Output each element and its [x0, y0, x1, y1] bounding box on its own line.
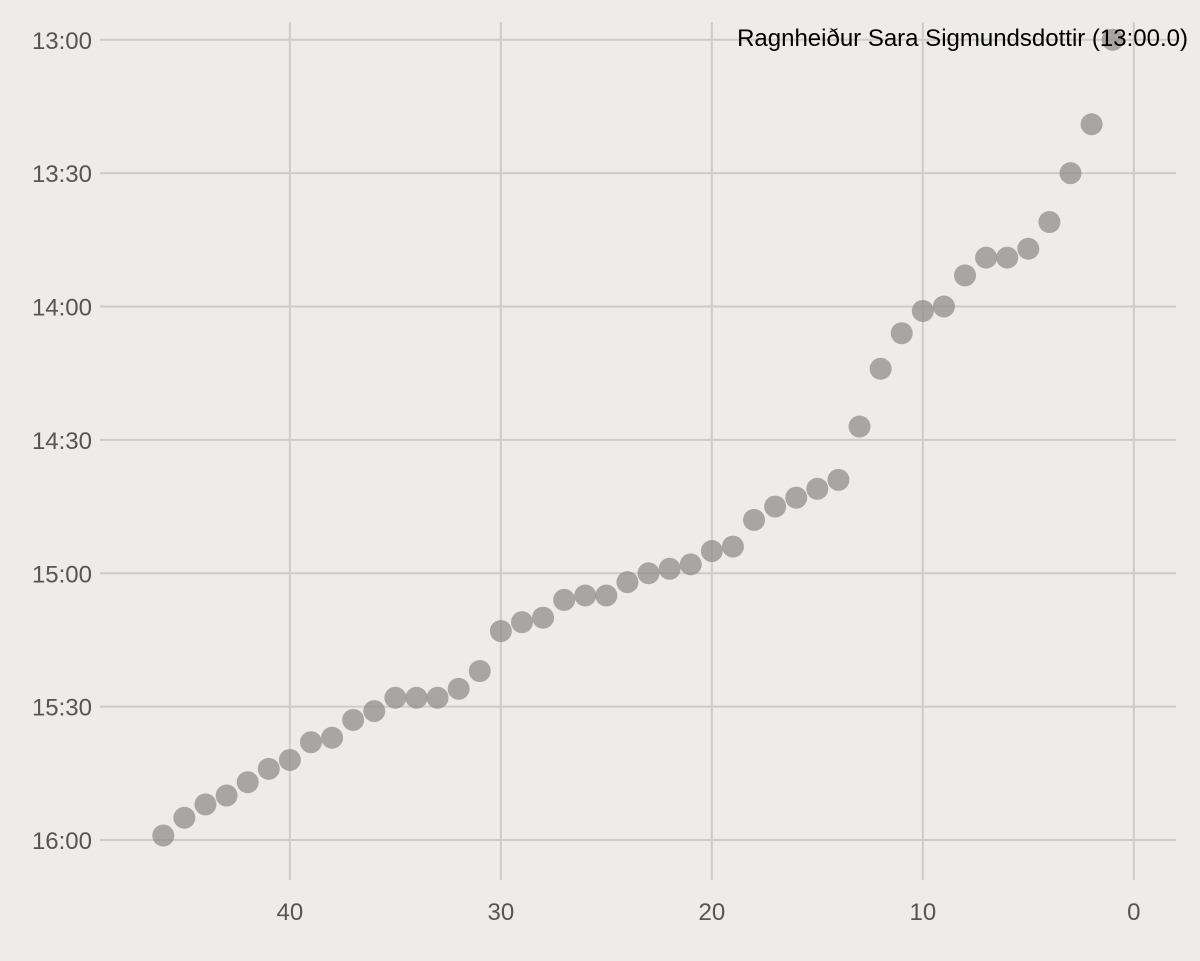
data-point — [257, 757, 280, 780]
y-tick-label: 14:30 — [32, 428, 92, 455]
data-point — [911, 299, 934, 322]
data-point — [405, 686, 428, 709]
data-point — [299, 731, 322, 754]
data-point — [194, 793, 217, 816]
data-point — [743, 508, 766, 531]
data-point — [426, 686, 449, 709]
data-point — [869, 357, 892, 380]
x-tick-label: 20 — [698, 899, 725, 926]
x-tick-label: 40 — [277, 899, 304, 926]
data-point — [721, 535, 744, 558]
grid-lines — [100, 22, 1176, 880]
y-tick-label: 14:00 — [32, 295, 92, 322]
data-point — [532, 606, 555, 629]
data-point — [637, 562, 660, 585]
data-point — [489, 620, 512, 643]
data-point — [1038, 211, 1061, 234]
data-point — [975, 246, 998, 269]
top-annotation: Ragnheiður Sara Sigmundsdottir (13:00.0) — [737, 25, 1188, 52]
data-point — [848, 415, 871, 438]
data-point — [468, 660, 491, 683]
data-point — [1101, 28, 1124, 51]
x-tick-label: 0 — [1127, 899, 1140, 926]
data-point — [806, 477, 829, 500]
data-point — [363, 700, 386, 723]
data-point — [1059, 162, 1082, 185]
data-point — [574, 584, 597, 607]
y-tick-label: 16:00 — [32, 828, 92, 855]
data-point — [932, 295, 955, 318]
data-point — [954, 264, 977, 287]
data-point — [173, 806, 196, 829]
y-tick-label: 15:00 — [32, 561, 92, 588]
data-point — [236, 771, 259, 794]
data-point — [827, 468, 850, 491]
x-tick-label: 30 — [488, 899, 515, 926]
y-tick-label: 15:30 — [32, 695, 92, 722]
data-point — [890, 322, 913, 345]
x-tick-label: 10 — [909, 899, 936, 926]
data-point — [679, 553, 702, 576]
y-axis-tick-labels: 13:00 13:30 14:00 14:30 15:00 15:30 16:00 — [32, 28, 92, 855]
data-point — [553, 588, 576, 611]
x-axis-tick-labels: 40 30 20 10 0 — [277, 899, 1141, 926]
data-point — [764, 495, 787, 518]
data-point — [152, 824, 175, 847]
y-tick-label: 13:00 — [32, 28, 92, 55]
data-point — [278, 748, 301, 771]
data-point — [384, 686, 407, 709]
data-points — [152, 28, 1124, 847]
data-point — [616, 571, 639, 594]
data-point — [321, 726, 344, 749]
y-tick-label: 13:30 — [32, 161, 92, 188]
data-point — [1080, 113, 1103, 136]
data-point — [595, 584, 618, 607]
data-point — [510, 611, 533, 634]
data-point — [658, 557, 681, 580]
data-point — [996, 246, 1019, 269]
data-point — [342, 708, 365, 731]
data-point — [215, 784, 238, 807]
data-point — [785, 486, 808, 509]
data-point — [1017, 237, 1040, 260]
data-point — [700, 540, 723, 563]
data-point — [447, 677, 470, 700]
